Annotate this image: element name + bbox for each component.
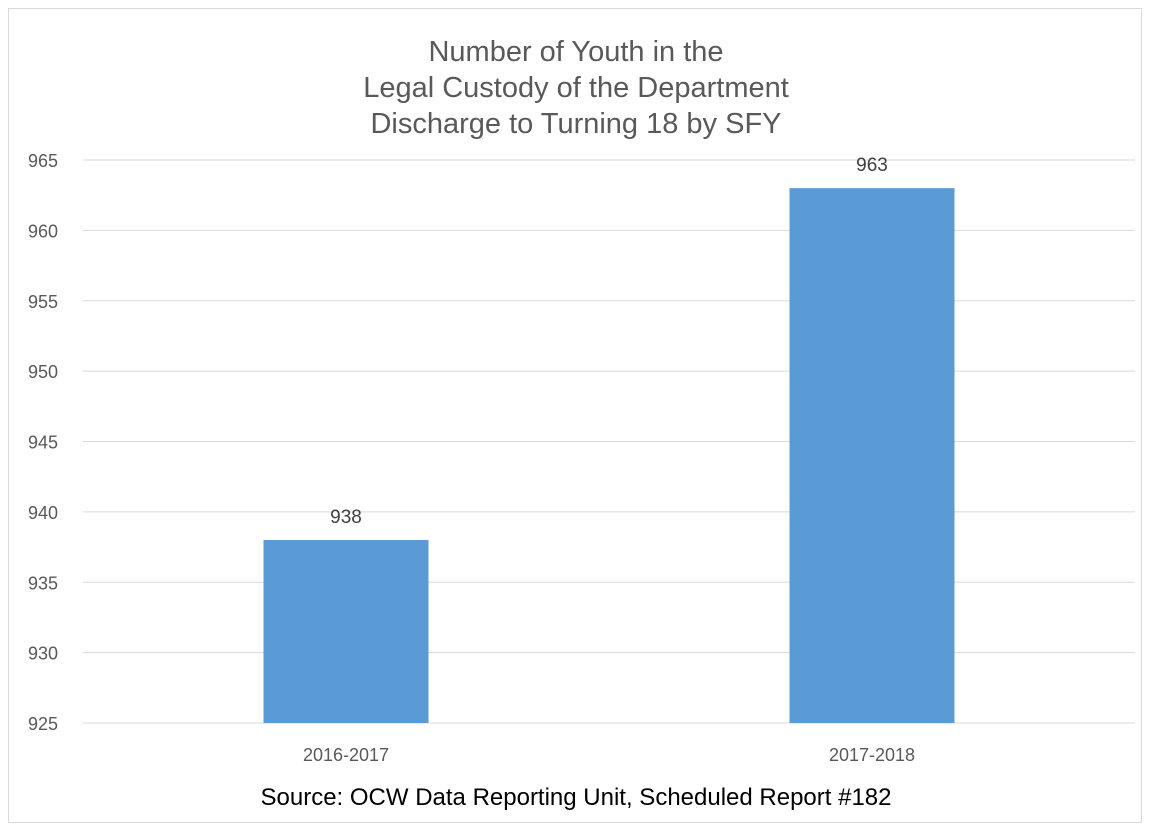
x-tick-label: 2017-2018 [829, 745, 915, 765]
data-labels: 938 963 [330, 155, 888, 528]
y-tick-label: 960 [28, 221, 58, 241]
data-label: 963 [856, 155, 888, 176]
y-tick-label: 955 [28, 292, 58, 312]
x-tick-label: 2016-2017 [303, 745, 389, 765]
y-tick-label: 940 [28, 503, 58, 523]
y-tick-label: 930 [28, 644, 58, 664]
y-tick-label: 935 [28, 573, 58, 593]
bar [789, 188, 955, 723]
y-axis-ticks: 925 930 935 940 945 950 955 960 965 [28, 151, 58, 734]
bar [263, 540, 429, 723]
gridlines [83, 159, 1135, 724]
chart-title-line-1: Number of Youth in the [428, 36, 724, 68]
chart-title: Number of Youth in the Legal Custody of … [0, 34, 1152, 142]
chart-title-line-2: Legal Custody of the Department [363, 72, 789, 104]
y-tick-label: 945 [28, 433, 58, 453]
data-label: 938 [330, 507, 362, 528]
chart-title-line-3: Discharge to Turning 18 by SFY [370, 108, 782, 140]
y-tick-label: 965 [28, 151, 58, 171]
y-tick-label: 950 [28, 362, 58, 382]
bars [263, 188, 955, 723]
source-note: Source: OCW Data Reporting Unit, Schedul… [260, 784, 892, 811]
x-axis-ticks: 2016-2017 2017-2018 [303, 745, 915, 765]
y-tick-label: 925 [28, 714, 58, 734]
